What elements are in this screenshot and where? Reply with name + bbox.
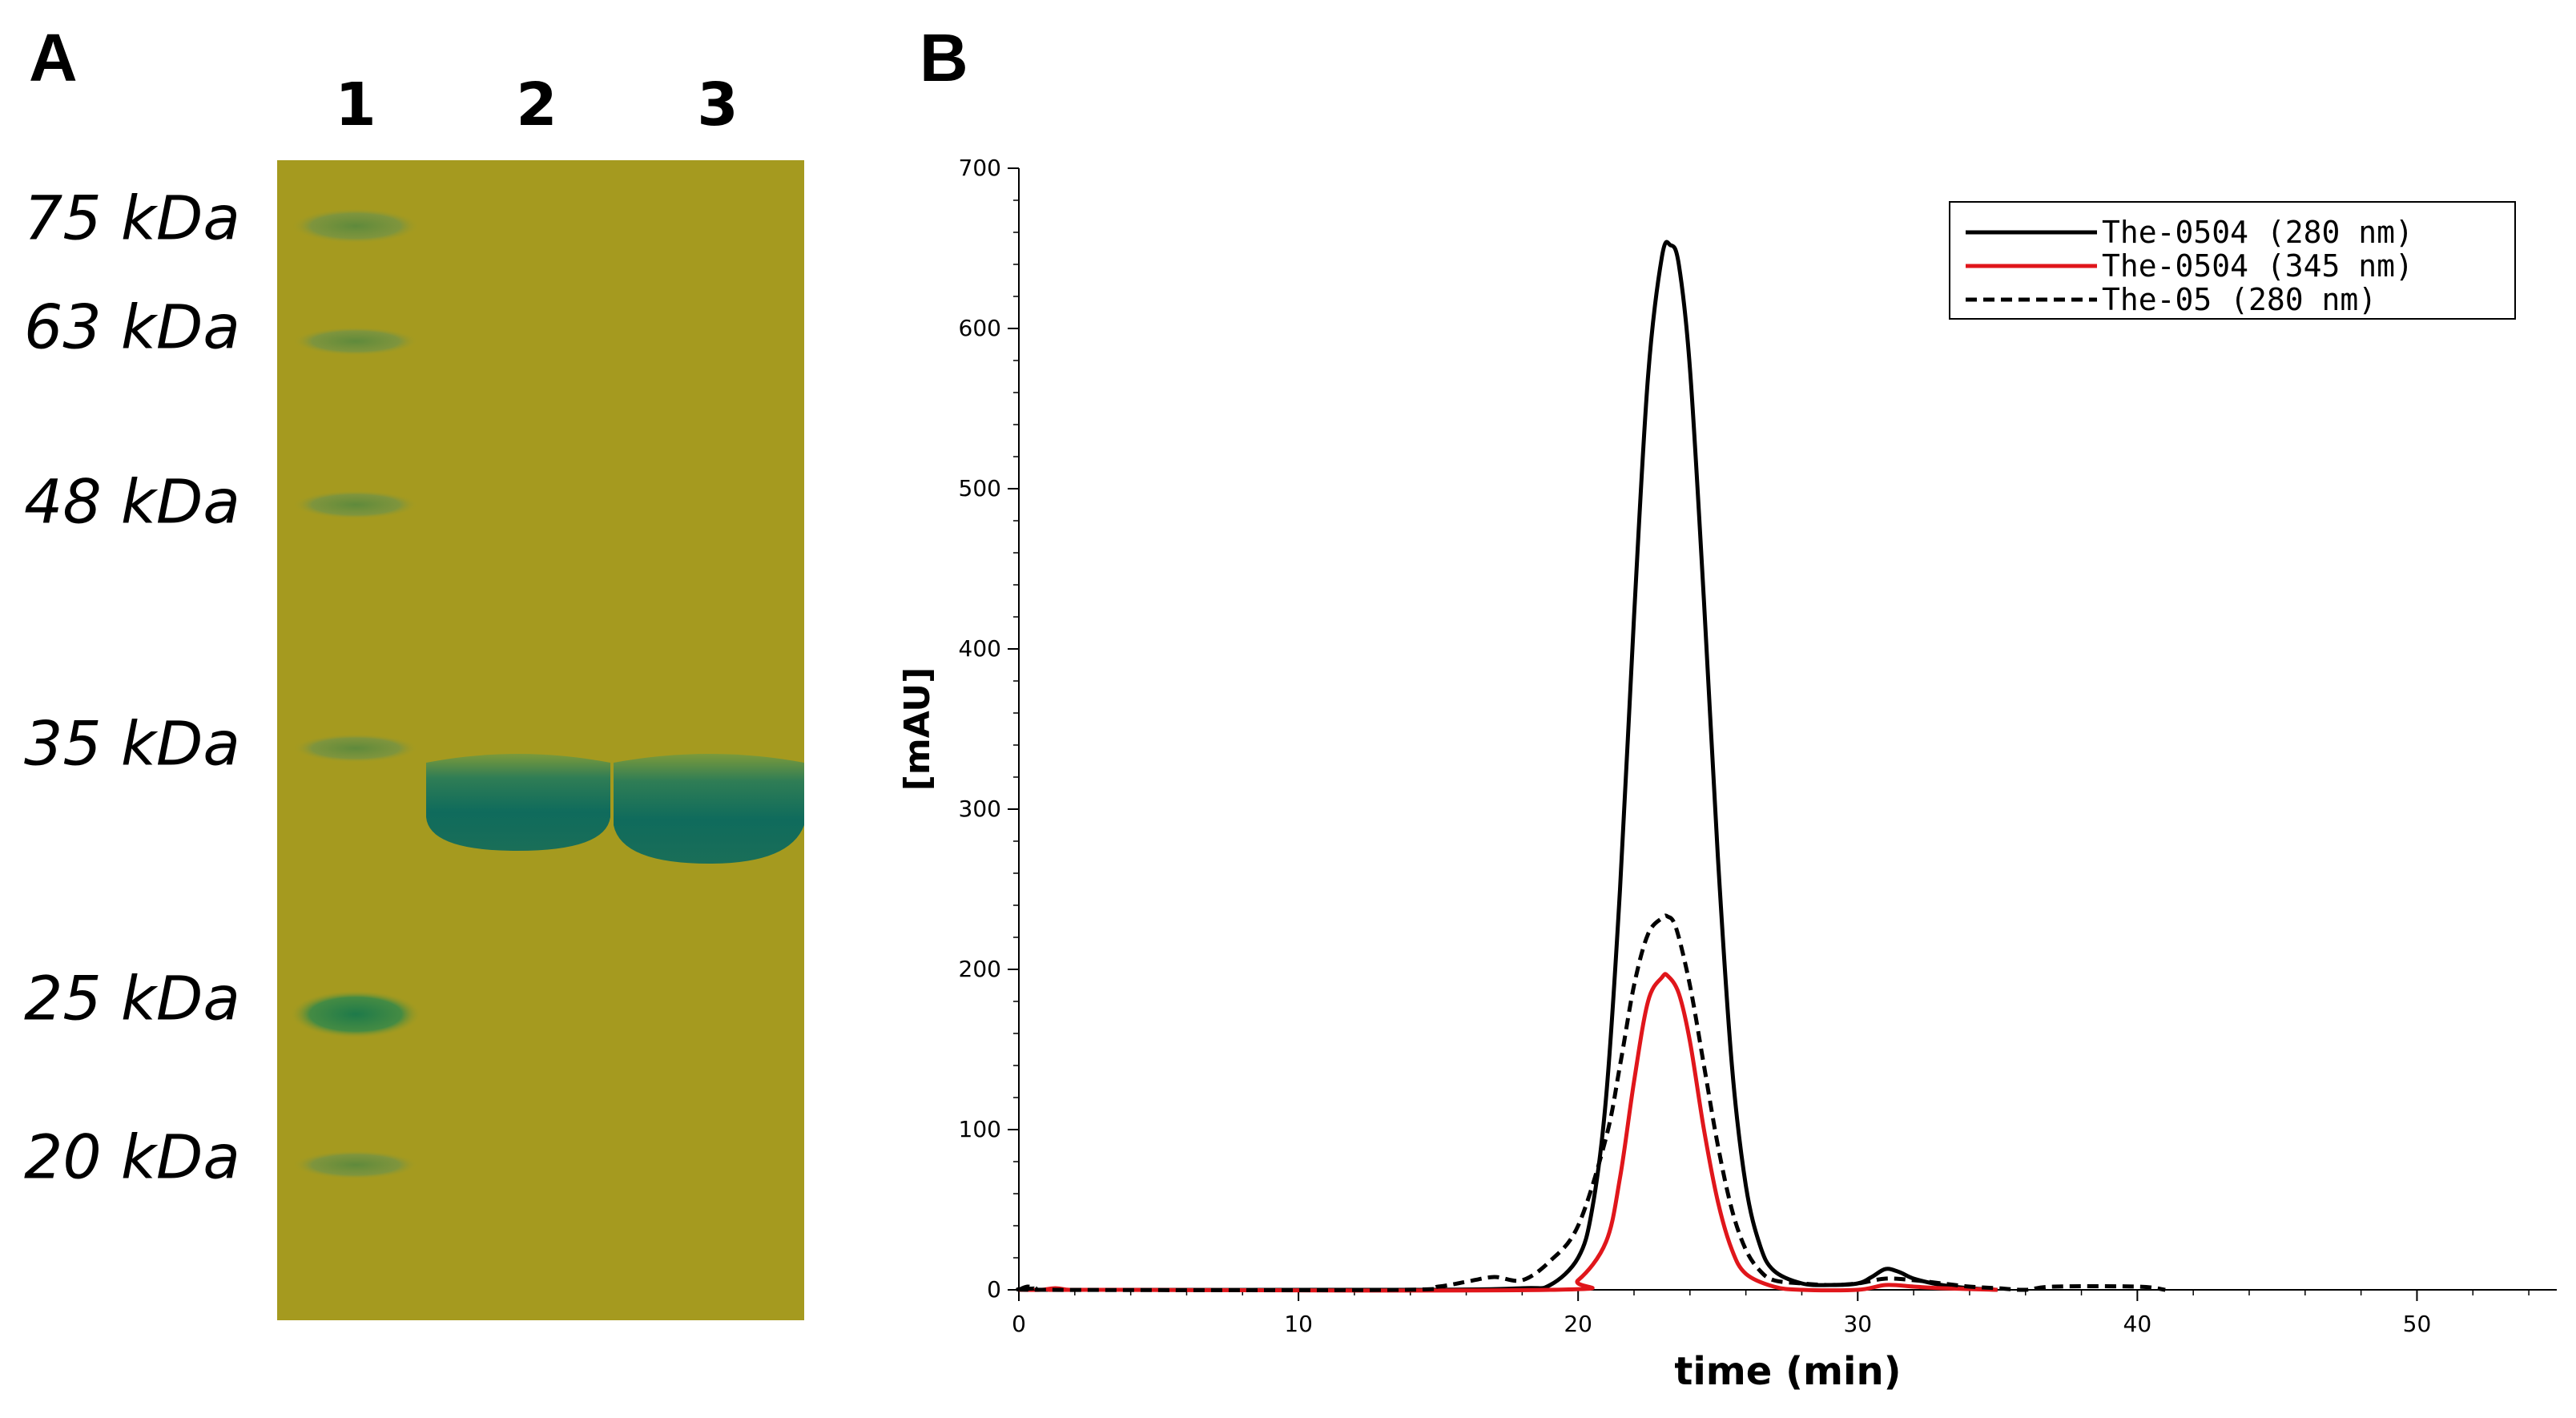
y-tick-label: 400 xyxy=(959,635,1001,662)
y-tick-label: 0 xyxy=(987,1276,1001,1303)
series-line-05-280 xyxy=(1016,913,2166,1292)
y-tick-label: 700 xyxy=(959,155,1001,181)
sample-band-lane-2 xyxy=(426,754,610,851)
x-tick-label: 30 xyxy=(1843,1311,1872,1337)
chart-series-lines xyxy=(1016,240,2166,1293)
lane-label-1: 1 xyxy=(335,70,376,139)
marker-labels: 75 kDa 63 kDa 48 kDa 35 kDa 25 kDa 20 kD… xyxy=(0,0,240,1418)
x-tick-label: 40 xyxy=(2123,1311,2152,1337)
marker-label-20: 20 kDa xyxy=(24,1121,240,1193)
x-tick-label: 50 xyxy=(2403,1311,2432,1337)
series-line-0504-345 xyxy=(1018,972,1998,1293)
marker-label-63: 63 kDa xyxy=(24,291,240,363)
legend-entry-05-280-label: The-05 (280 nm) xyxy=(2102,282,2377,317)
ladder-band-35 xyxy=(293,734,418,763)
panel-b-letter: B xyxy=(920,20,968,95)
y-tick-label: 500 xyxy=(959,475,1001,502)
ladder-band-75 xyxy=(292,208,420,244)
marker-label-75: 75 kDa xyxy=(24,182,240,254)
lane-label-2: 2 xyxy=(516,70,557,139)
lane-label-3: 3 xyxy=(697,70,739,139)
y-axis-label: [mAU] xyxy=(897,667,938,792)
marker-label-35: 35 kDa xyxy=(24,707,240,779)
sample-band-lane-3 xyxy=(614,754,804,864)
y-tick-label: 200 xyxy=(959,956,1001,982)
panel-a-letter: A xyxy=(29,20,78,95)
chromatogram-chart: 0 100 200 300 400 500 600 700 0 10 20 30 40 50 time (… xyxy=(897,155,2557,1394)
x-axis-label: time (min) xyxy=(1674,1349,1901,1394)
x-tick-label: 10 xyxy=(1284,1311,1313,1337)
ladder-band-20 xyxy=(293,1150,418,1179)
legend-entry-0504-280-label: The-0504 (280 nm) xyxy=(2102,215,2413,250)
ladder-band-25 xyxy=(290,990,421,1038)
chart-axes: 0 100 200 300 400 500 600 700 0 10 20 30 40 50 xyxy=(959,155,2557,1337)
marker-label-48: 48 kDa xyxy=(24,465,240,538)
marker-label-25: 25 kDa xyxy=(24,962,240,1034)
ladder-band-48 xyxy=(293,490,418,519)
series-line-0504-280 xyxy=(1018,240,1998,1292)
ladder-band-63 xyxy=(293,327,418,356)
sds-page-gel xyxy=(277,160,804,1320)
x-tick-label: 20 xyxy=(1564,1311,1592,1337)
x-tick-label: 0 xyxy=(1012,1311,1026,1337)
legend-entry-0504-345-label: The-0504 (345 nm) xyxy=(2102,248,2413,284)
y-tick-label: 300 xyxy=(959,796,1001,822)
y-tick-label: 600 xyxy=(959,315,1001,341)
y-tick-label: 100 xyxy=(959,1116,1001,1142)
chart-legend: The-0504 (280 nm)The-0504 (345 nm)The-05… xyxy=(1949,201,2516,320)
